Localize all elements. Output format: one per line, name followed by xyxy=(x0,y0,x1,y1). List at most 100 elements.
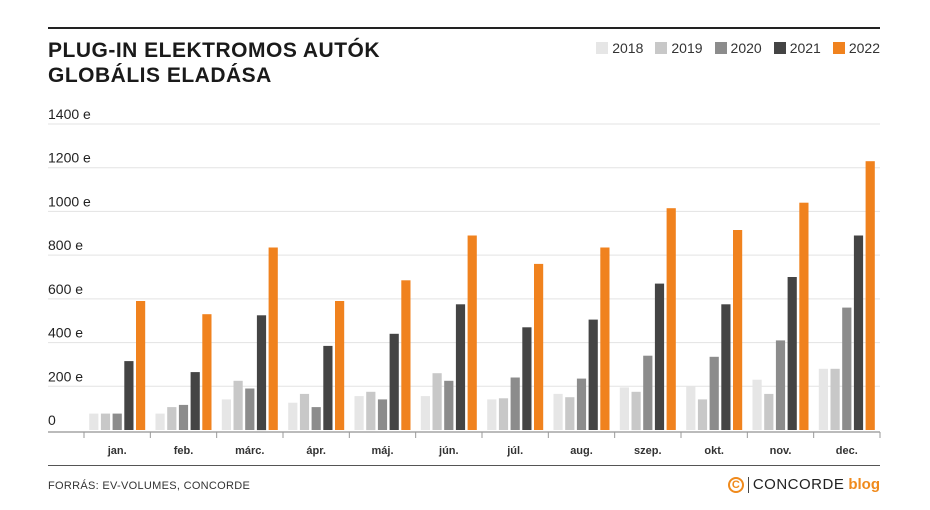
bar-2019-5 xyxy=(432,373,442,430)
bar-2022-3 xyxy=(335,301,345,430)
x-tick-label: dec. xyxy=(836,445,858,457)
bar-2022-7 xyxy=(600,247,610,430)
x-tick-label: jún. xyxy=(438,445,459,457)
bar-2019-6 xyxy=(498,398,509,430)
bar-2021-1 xyxy=(190,372,200,430)
x-tick-label: szep. xyxy=(634,445,662,457)
bar-2018-6 xyxy=(487,399,497,430)
bar-2019-9 xyxy=(697,399,708,430)
bar-2020-3 xyxy=(311,407,321,430)
bar-2018-2 xyxy=(221,399,231,430)
y-tick-label: 0 xyxy=(48,412,56,428)
legend-label-2022: 2022 xyxy=(848,40,880,56)
bar-2019-10 xyxy=(764,393,774,430)
bar-2019-1 xyxy=(167,407,177,430)
bar-2021-0 xyxy=(124,361,134,430)
bar-2019-4 xyxy=(366,391,376,431)
legend-label-2019: 2019 xyxy=(671,40,703,56)
legend-label-2020: 2020 xyxy=(730,40,762,56)
bar-2018-9 xyxy=(686,386,696,430)
concorde-logo-icon: C xyxy=(727,476,744,493)
bar-2020-9 xyxy=(709,356,719,430)
legend-item-2019: 2019 xyxy=(655,40,703,56)
bar-2022-1 xyxy=(202,314,212,430)
bar-2018-7 xyxy=(553,393,563,430)
bar-2019-3 xyxy=(299,393,310,430)
bar-2018-5 xyxy=(420,396,430,430)
bar-2022-4 xyxy=(401,280,411,430)
top-rule xyxy=(48,27,880,29)
bar-2019-0 xyxy=(100,413,111,430)
bar-2022-6 xyxy=(534,263,544,430)
bar-2021-2 xyxy=(256,315,267,431)
brand-name: CONCORDE xyxy=(752,476,845,493)
y-tick-label: 600 e xyxy=(48,281,83,297)
bar-2020-10 xyxy=(775,340,786,430)
chart-title-line-2: GLOBÁLIS ELADÁSA xyxy=(48,64,272,87)
bar-2021-3 xyxy=(323,345,333,430)
y-tick-label: 1200 e xyxy=(48,150,91,166)
bar-2018-0 xyxy=(89,413,99,430)
bar-2020-6 xyxy=(510,377,520,430)
bar-2018-3 xyxy=(288,402,298,430)
x-tick-label: ápr. xyxy=(306,445,326,457)
x-tick-label: júl. xyxy=(506,445,523,457)
legend-item-2021: 2021 xyxy=(773,40,821,56)
bottom-rule xyxy=(48,465,880,466)
bar-2021-9 xyxy=(721,304,731,430)
legend-swatch-2022 xyxy=(832,42,845,54)
bar-2021-8 xyxy=(654,283,665,430)
bar-2018-10 xyxy=(752,379,762,430)
bar-2019-7 xyxy=(565,397,575,430)
chart-title: PLUG-IN ELEKTROMOS AUTÓK GLOBÁLIS ELADÁS… xyxy=(48,38,380,88)
brand-separator xyxy=(747,476,749,493)
bar-2022-10 xyxy=(799,202,809,430)
x-tick-label: aug. xyxy=(570,445,593,457)
bar-2020-7 xyxy=(576,378,587,430)
brand-blog: blog xyxy=(848,476,880,493)
bar-2022-9 xyxy=(733,230,743,430)
bar-2018-11 xyxy=(818,368,828,430)
legend-item-2018: 2018 xyxy=(596,40,643,56)
bar-2019-11 xyxy=(830,368,840,430)
legend-label-2018: 2018 xyxy=(612,40,644,56)
legend-item-2020: 2020 xyxy=(714,40,762,56)
bar-2020-2 xyxy=(245,388,255,430)
y-tick-label: 400 e xyxy=(48,325,83,341)
bar-2021-5 xyxy=(455,304,466,430)
bar-2020-5 xyxy=(444,380,454,430)
bar-2022-11 xyxy=(865,161,875,430)
legend-label-2021: 2021 xyxy=(789,40,821,56)
bar-2021-7 xyxy=(588,319,598,430)
bar-2019-2 xyxy=(233,380,243,430)
bar-2022-8 xyxy=(666,208,676,430)
x-tick-label: feb. xyxy=(174,445,194,457)
bar-2022-5 xyxy=(467,235,477,430)
brand-logo: C CONCORDE blog xyxy=(727,476,880,493)
x-tick-label: okt. xyxy=(704,445,724,457)
x-tick-label: jan. xyxy=(107,445,127,457)
x-tick-label: nov. xyxy=(770,445,792,457)
bar-2021-4 xyxy=(389,333,399,430)
legend-swatch-2019 xyxy=(655,42,668,54)
source-note: FORRÁS: EV-VOLUMES, CONCORDE xyxy=(48,480,251,492)
x-tick-label: máj. xyxy=(371,445,393,457)
bar-2022-0 xyxy=(136,301,146,430)
bar-2020-0 xyxy=(112,413,122,430)
bar-2021-6 xyxy=(522,327,532,430)
bar-2020-8 xyxy=(643,355,653,430)
bar-2022-2 xyxy=(268,247,278,430)
y-tick-label: 1000 e xyxy=(48,193,91,209)
x-tick-label: márc. xyxy=(235,445,264,457)
legend-swatch-2020 xyxy=(714,42,727,54)
bar-2021-10 xyxy=(787,277,797,430)
legend: 2018 2019 2020 2021 2022 xyxy=(596,40,880,56)
legend-swatch-2021 xyxy=(773,42,786,54)
bar-2020-1 xyxy=(178,404,189,430)
bar-2021-11 xyxy=(853,235,864,430)
bar-2020-11 xyxy=(842,307,852,430)
bar-2019-8 xyxy=(631,391,641,431)
y-tick-label: 1400 e xyxy=(48,106,91,122)
bar-2020-4 xyxy=(377,399,388,430)
